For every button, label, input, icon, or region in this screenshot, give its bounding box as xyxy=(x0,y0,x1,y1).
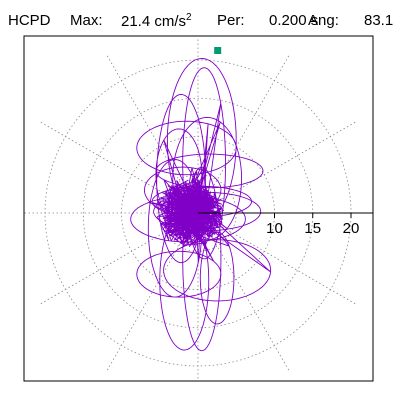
radial-axis xyxy=(198,212,373,218)
grid-spoke-240 xyxy=(105,212,199,373)
motion-trace xyxy=(130,58,272,352)
radial-tick-label-20: 20 xyxy=(343,220,360,237)
tick-labels: 10 15 20 xyxy=(266,220,359,237)
grid-spoke-300 xyxy=(197,212,291,373)
grid-spoke-210 xyxy=(38,212,199,306)
grid-spoke-330 xyxy=(197,212,358,306)
grid-spoke-150 xyxy=(38,120,199,214)
radial-tick-label-15: 15 xyxy=(304,220,321,237)
radial-tick-label-10: 10 xyxy=(266,220,283,237)
peak-marker xyxy=(214,47,222,54)
grid-spoke-60 xyxy=(197,53,291,214)
trace-layer xyxy=(130,58,272,352)
grid-spoke-30 xyxy=(197,120,358,214)
grid-spoke-120 xyxy=(105,53,199,214)
peak-marker-layer xyxy=(214,47,222,54)
